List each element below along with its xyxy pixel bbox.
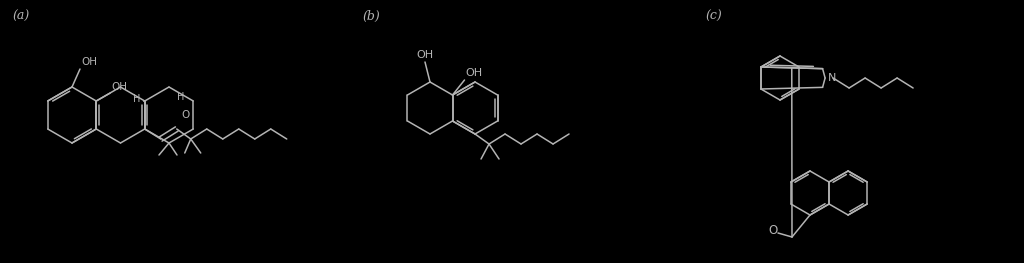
Text: N: N [828,73,837,83]
Text: H: H [177,92,184,102]
Text: OH: OH [466,68,482,78]
Text: OH: OH [112,82,127,92]
Text: O: O [181,110,189,120]
Text: (b): (b) [362,10,380,23]
Text: O: O [768,225,777,237]
Text: (c): (c) [705,10,722,23]
Text: H: H [133,94,140,104]
Text: OH: OH [81,57,97,67]
Text: (a): (a) [12,10,30,23]
Text: OH: OH [416,50,433,60]
